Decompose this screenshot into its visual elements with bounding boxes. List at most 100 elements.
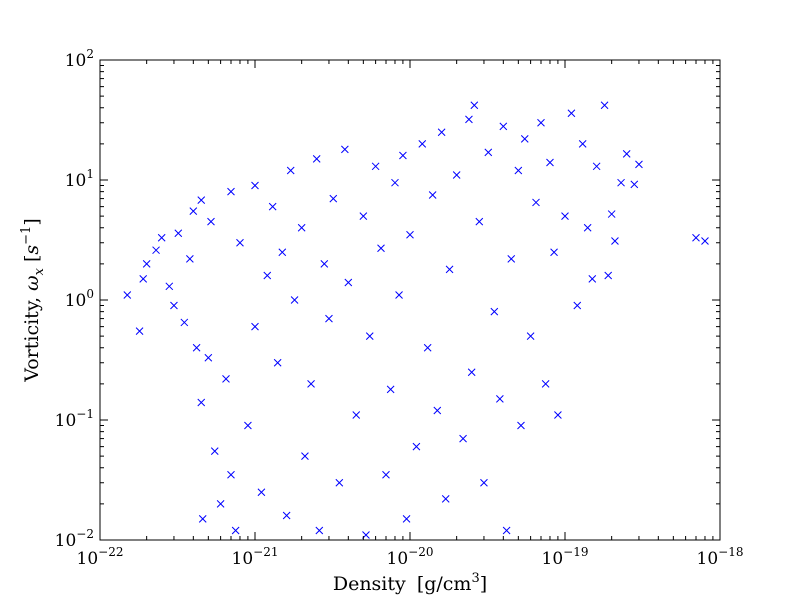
data-point — [441, 495, 450, 503]
data-point — [135, 327, 144, 336]
data-point — [307, 380, 315, 388]
data-point — [157, 233, 166, 242]
data-point — [537, 118, 545, 127]
data-point — [588, 275, 597, 283]
data-point — [325, 314, 333, 323]
data-point — [227, 187, 235, 196]
data-point — [329, 194, 338, 203]
data-point — [290, 296, 299, 304]
data-point — [192, 343, 201, 352]
data-point — [546, 158, 554, 167]
data-point — [470, 101, 479, 110]
data-point — [499, 122, 508, 131]
data-point — [165, 282, 174, 291]
data-point — [541, 380, 550, 388]
data-point — [583, 223, 592, 232]
data-point — [406, 230, 414, 239]
data-point — [180, 318, 189, 327]
data-point — [604, 271, 613, 280]
data-point — [611, 237, 619, 245]
data-point — [391, 178, 399, 187]
data-point — [382, 470, 390, 479]
data-point — [502, 526, 511, 535]
data-point — [517, 421, 525, 430]
data-point — [365, 332, 374, 340]
data-point — [315, 526, 324, 535]
data-point — [520, 135, 529, 143]
tick-label: 10−1 — [55, 407, 94, 431]
data-point — [251, 181, 259, 190]
data-point — [423, 343, 432, 352]
data-point — [514, 166, 523, 175]
data-point — [607, 210, 616, 218]
y-axis-title: Vorticity, ωx [s−1] — [19, 218, 47, 383]
data-point — [197, 398, 206, 407]
data-point — [371, 162, 380, 171]
data-point — [197, 196, 206, 204]
data-point — [335, 478, 344, 487]
data-point — [452, 171, 461, 179]
data-point — [170, 301, 178, 310]
data-point — [692, 233, 700, 242]
data-point — [278, 248, 287, 257]
data-point — [152, 246, 160, 255]
data-point — [268, 202, 277, 211]
data-point — [344, 278, 353, 287]
data-point — [286, 166, 295, 175]
data-point — [216, 500, 225, 508]
data-point — [526, 332, 535, 340]
data-point — [198, 515, 207, 523]
data-point — [282, 511, 291, 520]
data-point — [395, 291, 403, 299]
data-point — [567, 109, 576, 118]
data-point — [352, 411, 361, 419]
data-point — [399, 151, 407, 160]
data-point — [465, 115, 473, 124]
tick-label: 10−18 — [697, 545, 744, 569]
data-point — [467, 368, 476, 377]
data-point — [297, 223, 306, 232]
data-point — [418, 140, 427, 148]
data-point — [210, 447, 219, 456]
data-point — [189, 207, 198, 216]
data-point — [386, 385, 395, 394]
data-point — [273, 358, 282, 367]
tick-label: 10−2 — [55, 527, 94, 551]
data-point — [263, 271, 272, 280]
data-point — [507, 255, 516, 263]
plot-area — [100, 60, 720, 540]
tick-label: 102 — [65, 47, 94, 71]
data-point — [554, 411, 562, 419]
data-point — [445, 265, 454, 274]
data-point — [123, 291, 132, 299]
data-point — [227, 470, 235, 479]
data-point — [142, 260, 151, 268]
data-point — [236, 238, 244, 247]
data-point — [320, 260, 329, 268]
data-point — [622, 150, 631, 158]
data-point — [578, 140, 587, 148]
tick-label: 10−22 — [77, 545, 124, 569]
data-point — [174, 229, 183, 238]
data-point — [496, 395, 504, 403]
data-point — [139, 275, 148, 283]
data-point — [377, 244, 385, 253]
data-point — [701, 237, 709, 245]
data-point — [459, 434, 467, 443]
data-point — [573, 301, 582, 310]
data-point — [402, 515, 411, 523]
plot-frame — [99, 59, 721, 541]
tick-label: 10−21 — [232, 545, 279, 569]
tick-label: 10−20 — [387, 545, 434, 569]
x-axis-title: Density [g/cm3] — [333, 571, 487, 595]
data-point — [475, 217, 484, 226]
data-point — [617, 178, 625, 187]
data-point — [207, 217, 215, 226]
data-point — [592, 162, 601, 171]
data-point — [532, 198, 540, 207]
data-point — [428, 191, 437, 199]
data-point — [312, 155, 321, 163]
data-point — [484, 148, 493, 157]
data-points — [123, 101, 709, 539]
